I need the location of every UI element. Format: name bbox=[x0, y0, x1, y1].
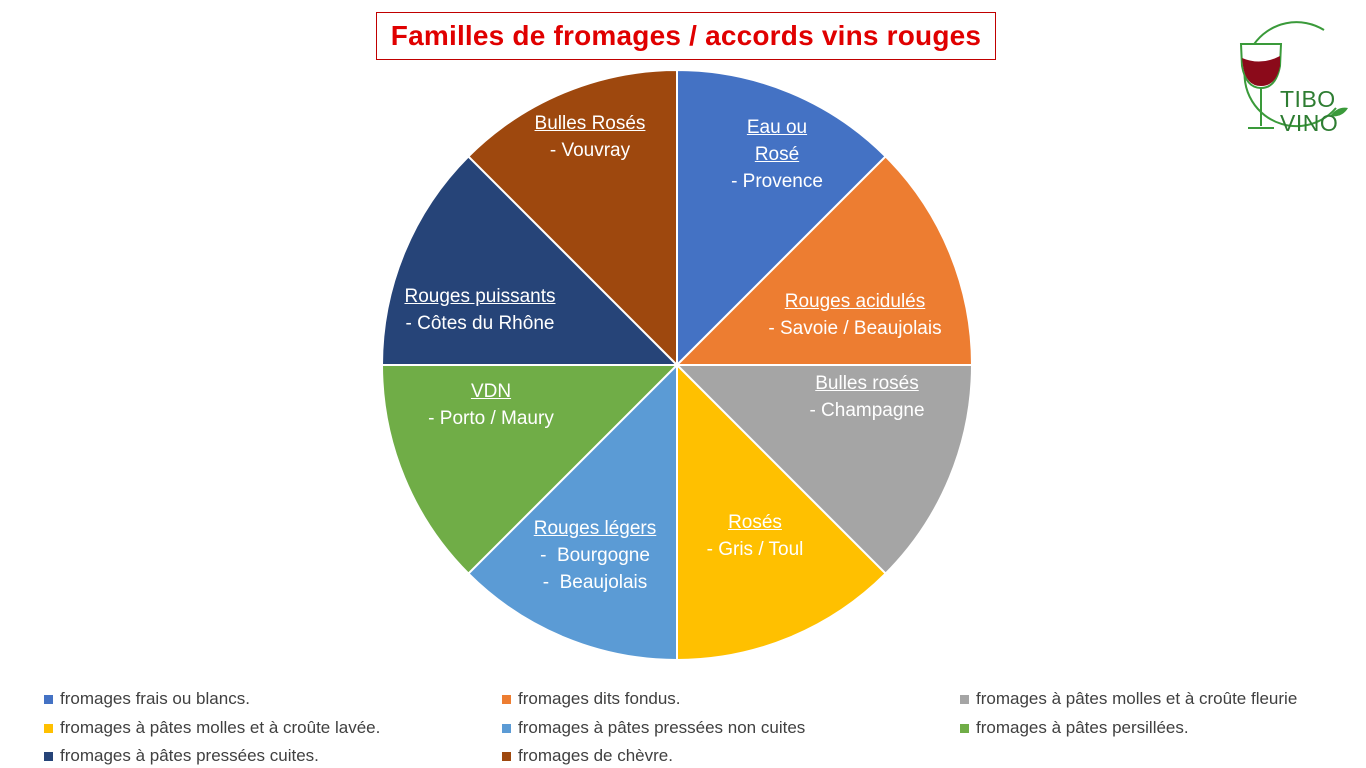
logo-text-line2: VINO bbox=[1280, 110, 1339, 136]
legend-label: fromages à pâtes pressées non cuites bbox=[518, 718, 806, 737]
slice-label-title: Rosés bbox=[728, 512, 782, 533]
slice-label-2: Rouges acidulés - Savoie / Beaujolais bbox=[745, 288, 965, 342]
legend-item: fromages à pâtes pressées non cuites bbox=[502, 718, 805, 738]
slice-label-title: VDN bbox=[470, 381, 512, 402]
slice-label-1: Eau ou Rosé - Provence bbox=[667, 114, 887, 195]
legend-label: fromages frais ou blancs. bbox=[60, 689, 250, 708]
slice-label-line: - Savoie / Beaujolais bbox=[768, 318, 942, 339]
legend-label: fromages à pâtes molles et à croûte lavé… bbox=[60, 718, 381, 737]
legend-swatch bbox=[960, 723, 969, 733]
legend-item: fromages à pâtes persillées. bbox=[960, 718, 1189, 738]
pie-slice-5 bbox=[466, 362, 678, 662]
pie-slice-3 bbox=[674, 364, 974, 576]
tibo-vino-logo: TIBO VINO bbox=[1226, 16, 1354, 136]
slice-label-title: Bulles rosés bbox=[815, 373, 919, 394]
slice-label-title: Rouges puissants bbox=[404, 286, 556, 307]
slice-label-line: - Champagne bbox=[809, 400, 925, 421]
slice-label-title: Rouges légers bbox=[533, 518, 657, 539]
chart-title: Familles de fromages / accords vins roug… bbox=[390, 20, 982, 51]
pie-slice-4 bbox=[676, 362, 888, 662]
chart-title-box: Familles de fromages / accords vins roug… bbox=[376, 12, 996, 60]
slice-label-title: Bulles Rosés bbox=[534, 113, 646, 134]
slice-label-line: - Côtes du Rhône bbox=[405, 313, 555, 334]
logo-text-line1: TIBO bbox=[1280, 86, 1336, 112]
slice-label-8: Bulles Rosés - Vouvray bbox=[480, 110, 700, 164]
legend-swatch bbox=[44, 694, 53, 704]
legend-label: fromages à pâtes molles et à croûte fleu… bbox=[976, 689, 1298, 708]
slice-label-line: - Porto / Maury bbox=[428, 408, 554, 429]
legend-item: fromages à pâtes molles et à croûte fleu… bbox=[960, 689, 1297, 709]
legend-item: fromages à pâtes molles et à croûte lavé… bbox=[44, 718, 380, 738]
legend-item: fromages à pâtes pressées cuites. bbox=[44, 746, 319, 766]
slice-label-line: - Provence bbox=[731, 171, 823, 192]
slice-label-4: Rosés - Gris / Toul bbox=[645, 509, 865, 563]
legend-swatch bbox=[44, 723, 53, 733]
pie-slice-2 bbox=[674, 154, 974, 366]
legend-item: fromages dits fondus. bbox=[502, 689, 681, 709]
slice-label-3: Bulles rosés - Champagne bbox=[757, 370, 977, 424]
legend-swatch bbox=[502, 751, 511, 761]
legend-swatch bbox=[960, 694, 969, 704]
slice-label-7: Rouges puissants - Côtes du Rhône bbox=[370, 283, 590, 337]
slice-label-title: Rouges acidulés bbox=[784, 291, 926, 312]
slice-label-line: - Beaujolais bbox=[542, 572, 648, 593]
pie-slice-6 bbox=[380, 364, 680, 576]
legend-label: fromages à pâtes persillées. bbox=[976, 718, 1189, 737]
slice-label-5: Rouges légers - Bourgogne - Beaujolais bbox=[485, 515, 705, 596]
pie-slice-7 bbox=[380, 154, 680, 366]
legend-item: fromages frais ou blancs. bbox=[44, 689, 250, 709]
legend-swatch bbox=[502, 723, 511, 733]
legend-label: fromages à pâtes pressées cuites. bbox=[60, 746, 319, 765]
slice-label-6: VDN - Porto / Maury bbox=[381, 378, 601, 432]
legend-swatch bbox=[502, 694, 511, 704]
slice-label-line: - Gris / Toul bbox=[706, 539, 804, 560]
pie-slice-8 bbox=[466, 68, 678, 368]
legend-item: fromages de chèvre. bbox=[502, 746, 673, 766]
slice-label-line: - Bourgogne bbox=[540, 545, 650, 566]
legend-label: fromages de chèvre. bbox=[518, 746, 673, 765]
slice-label-title: Eau ou Rosé bbox=[746, 117, 808, 165]
legend-swatch bbox=[44, 751, 53, 761]
wine-glass-icon bbox=[1239, 21, 1348, 129]
slice-label-line: - Vouvray bbox=[549, 140, 631, 161]
legend-label: fromages dits fondus. bbox=[518, 689, 681, 708]
pie-slice-1 bbox=[676, 68, 888, 368]
